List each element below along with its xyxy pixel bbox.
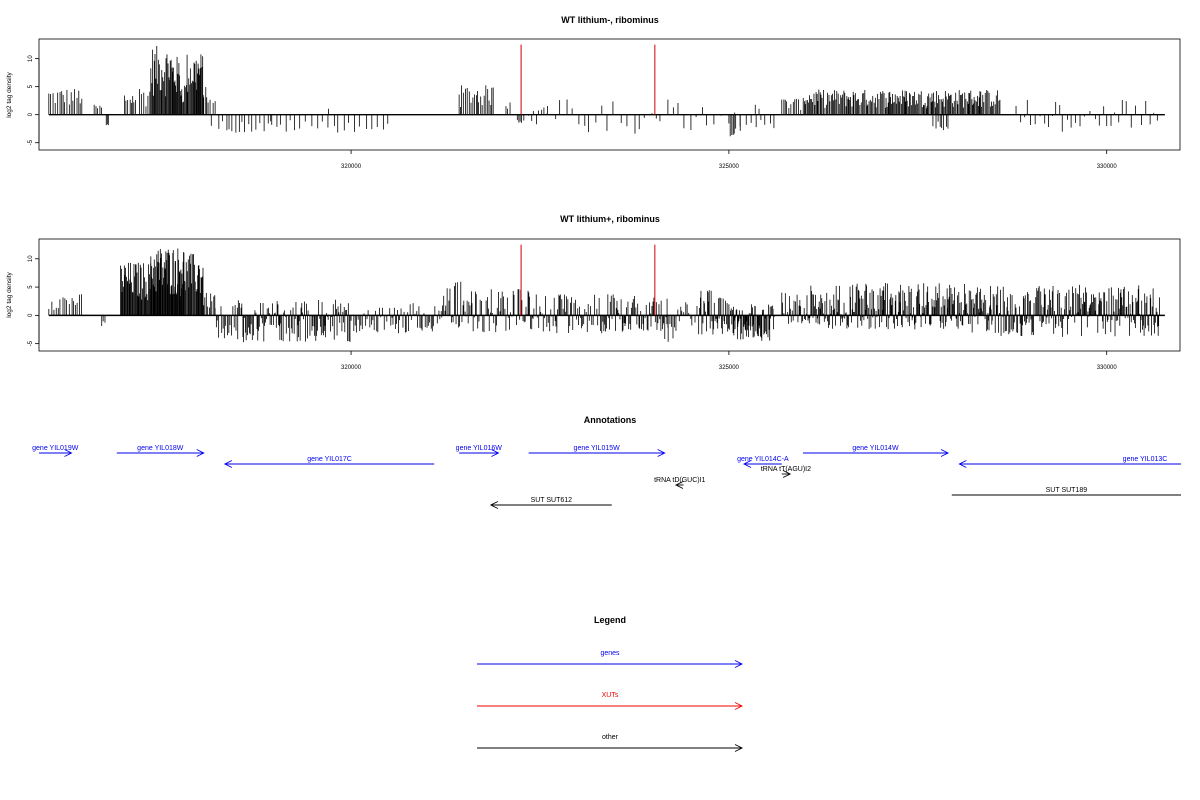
annotation-feature: gene YIL014C-A (737, 456, 789, 468)
annotation-feature: gene YIL015W (528, 445, 666, 457)
feature-arrowhead (742, 460, 752, 468)
x-tick-label: 325000 (719, 365, 740, 371)
feature-label: gene YIL017C (307, 456, 352, 463)
y-tick-label: 10 (28, 55, 34, 62)
feature-arrowhead (64, 449, 73, 457)
feature-label: tRNA tT(AGU)I2 (761, 466, 811, 473)
legend-title: Legend (594, 615, 626, 625)
red-markers (520, 44, 656, 115)
legend-entry: genes (477, 650, 744, 668)
annotation-feature: gene YIL013C (958, 456, 1181, 468)
annotation-feature: SUT SUT189 (951, 487, 1181, 496)
signal-panel-lithium-minus: WT lithium-, ribominus log2 tag density … (6, 15, 1181, 170)
y-tick-label: 10 (28, 255, 34, 262)
feature-label: SUT SUT612 (531, 497, 573, 504)
legend: Legend genes XUTs other (477, 615, 744, 752)
legend-entry-label: genes (600, 650, 620, 657)
feature-label: gene YIL018W (137, 445, 184, 452)
feature-label: SUT SUT189 (1046, 487, 1088, 494)
feature-arrowhead (674, 481, 684, 489)
feature-label: tRNA tD(GUC)I1 (654, 477, 705, 484)
annotation-feature: gene YIL014W (802, 445, 950, 457)
panel-title: WT lithium-, ribominus (561, 15, 659, 25)
legend-arrowhead (734, 702, 744, 710)
y-tick-label: -5 (28, 139, 34, 145)
feature-label: gene YIL019W (32, 445, 79, 452)
y-axis: -5 0 5 10 (28, 55, 40, 145)
feature-label: gene YIL014W (852, 445, 899, 452)
y-tick-label: 5 (28, 285, 34, 289)
feature-label: gene YIL014C-A (737, 456, 789, 463)
feature-arrowhead (196, 449, 205, 457)
legend-arrowhead (734, 660, 744, 668)
panel-title: WT lithium+, ribominus (560, 214, 660, 224)
annotation-features: gene YIL019W gene YIL018W gene YIL017C gene… (32, 445, 1181, 509)
feature-arrowhead (958, 460, 967, 468)
feature-arrowhead (223, 460, 233, 468)
annotation-feature: gene YIL018W (116, 445, 205, 457)
annotation-feature: tRNA tT(AGU)I2 (761, 466, 811, 478)
x-tick-label: 320000 (341, 164, 362, 170)
y-tick-label: 0 (28, 313, 34, 317)
x-tick-label: 330000 (1097, 164, 1118, 170)
x-axis: 320000 325000 330000 (341, 150, 1117, 170)
signal-bars (48, 248, 1160, 343)
y-axis-label: log2 tag density (6, 271, 13, 317)
x-tick-label: 330000 (1097, 365, 1118, 371)
legend-entry-label: other (602, 734, 619, 741)
y-tick-label: 0 (28, 112, 34, 116)
legend-entries: genes XUTs other (477, 650, 744, 752)
feature-label: gene YIL016W (456, 445, 503, 452)
x-tick-label: 320000 (341, 365, 362, 371)
annotation-feature: gene YIL017C (223, 456, 435, 468)
annotation-feature: tRNA tD(GUC)I1 (654, 477, 706, 489)
feature-arrowhead (657, 449, 666, 457)
y-axis: -5 0 5 10 (28, 255, 40, 346)
feature-label: gene YIL015W (574, 445, 621, 452)
legend-entry-label: XUTs (602, 692, 619, 699)
annotation-feature: SUT SUT612 (489, 497, 612, 509)
legend-entry: other (477, 734, 744, 752)
feature-arrowhead (489, 501, 499, 509)
annotation-feature: gene YIL019W (32, 445, 79, 457)
plot-frame (38, 38, 1181, 151)
y-tick-label: 5 (28, 84, 34, 88)
feature-arrowhead (940, 449, 950, 457)
feature-arrowhead (782, 470, 792, 478)
annotations-track: Annotations gene YIL019W gene YIL018Wgene… (32, 415, 1181, 509)
y-tick-label: -5 (28, 340, 34, 346)
signal-panel-lithium-plus: WT lithium+, ribominus log2 tag density … (6, 214, 1181, 371)
legend-arrowhead (734, 744, 744, 752)
x-tick-label: 325000 (719, 164, 740, 170)
signal-bars (48, 45, 1158, 137)
legend-entry: XUTs (477, 692, 744, 710)
red-markers (520, 244, 656, 316)
feature-label: gene YIL013C (1123, 456, 1168, 463)
y-axis-label: log2 tag density (6, 71, 13, 117)
x-axis: 320000 325000 330000 (341, 351, 1117, 371)
annotations-title: Annotations (584, 415, 637, 425)
annotation-feature: gene YIL016W (456, 445, 503, 457)
feature-arrowhead (491, 449, 500, 457)
